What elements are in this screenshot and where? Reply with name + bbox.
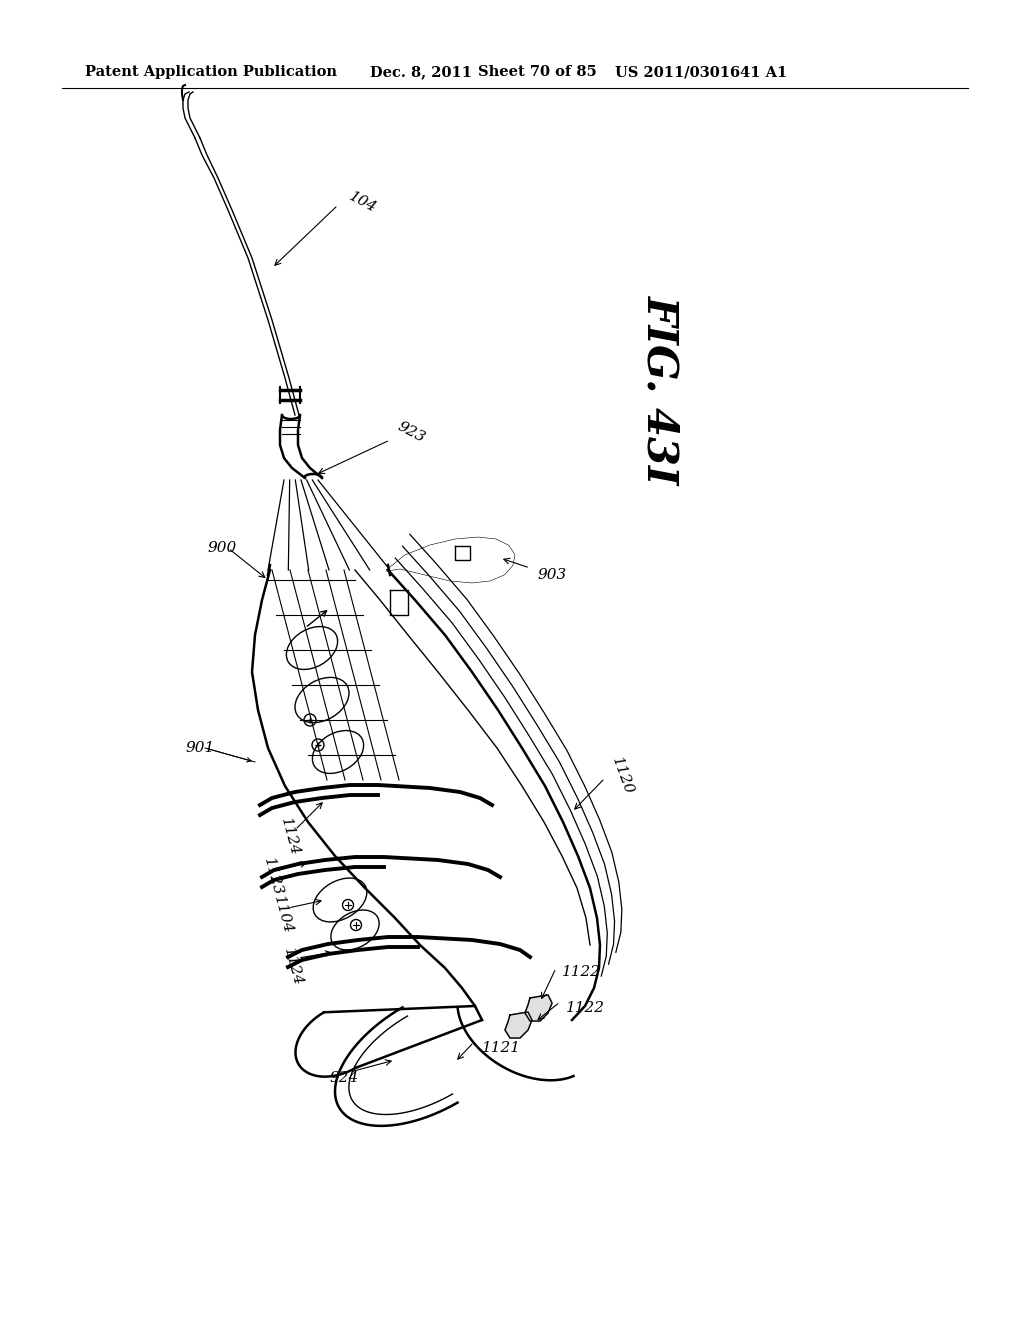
Text: 1122: 1122: [566, 1001, 605, 1015]
Text: 923: 923: [394, 418, 427, 445]
Text: 1124: 1124: [279, 816, 302, 858]
Polygon shape: [388, 539, 514, 582]
Text: 924: 924: [330, 1071, 359, 1085]
Text: Sheet 70 of 85: Sheet 70 of 85: [478, 65, 597, 79]
Text: FIG. 43I: FIG. 43I: [639, 296, 681, 484]
Text: 901: 901: [185, 741, 214, 755]
Text: US 2011/0301641 A1: US 2011/0301641 A1: [615, 65, 787, 79]
Text: 1122: 1122: [562, 965, 601, 979]
Text: Dec. 8, 2011: Dec. 8, 2011: [370, 65, 472, 79]
Polygon shape: [505, 1012, 532, 1038]
Text: 1120: 1120: [609, 755, 636, 797]
Text: 104: 104: [347, 189, 379, 215]
Polygon shape: [525, 995, 552, 1020]
Text: 1104: 1104: [271, 894, 295, 936]
Text: 1121: 1121: [482, 1041, 521, 1055]
Text: 900: 900: [208, 541, 238, 554]
Text: 1124: 1124: [282, 946, 305, 987]
Text: 1123: 1123: [261, 857, 285, 898]
Text: Patent Application Publication: Patent Application Publication: [85, 65, 337, 79]
Text: 903: 903: [538, 568, 567, 582]
